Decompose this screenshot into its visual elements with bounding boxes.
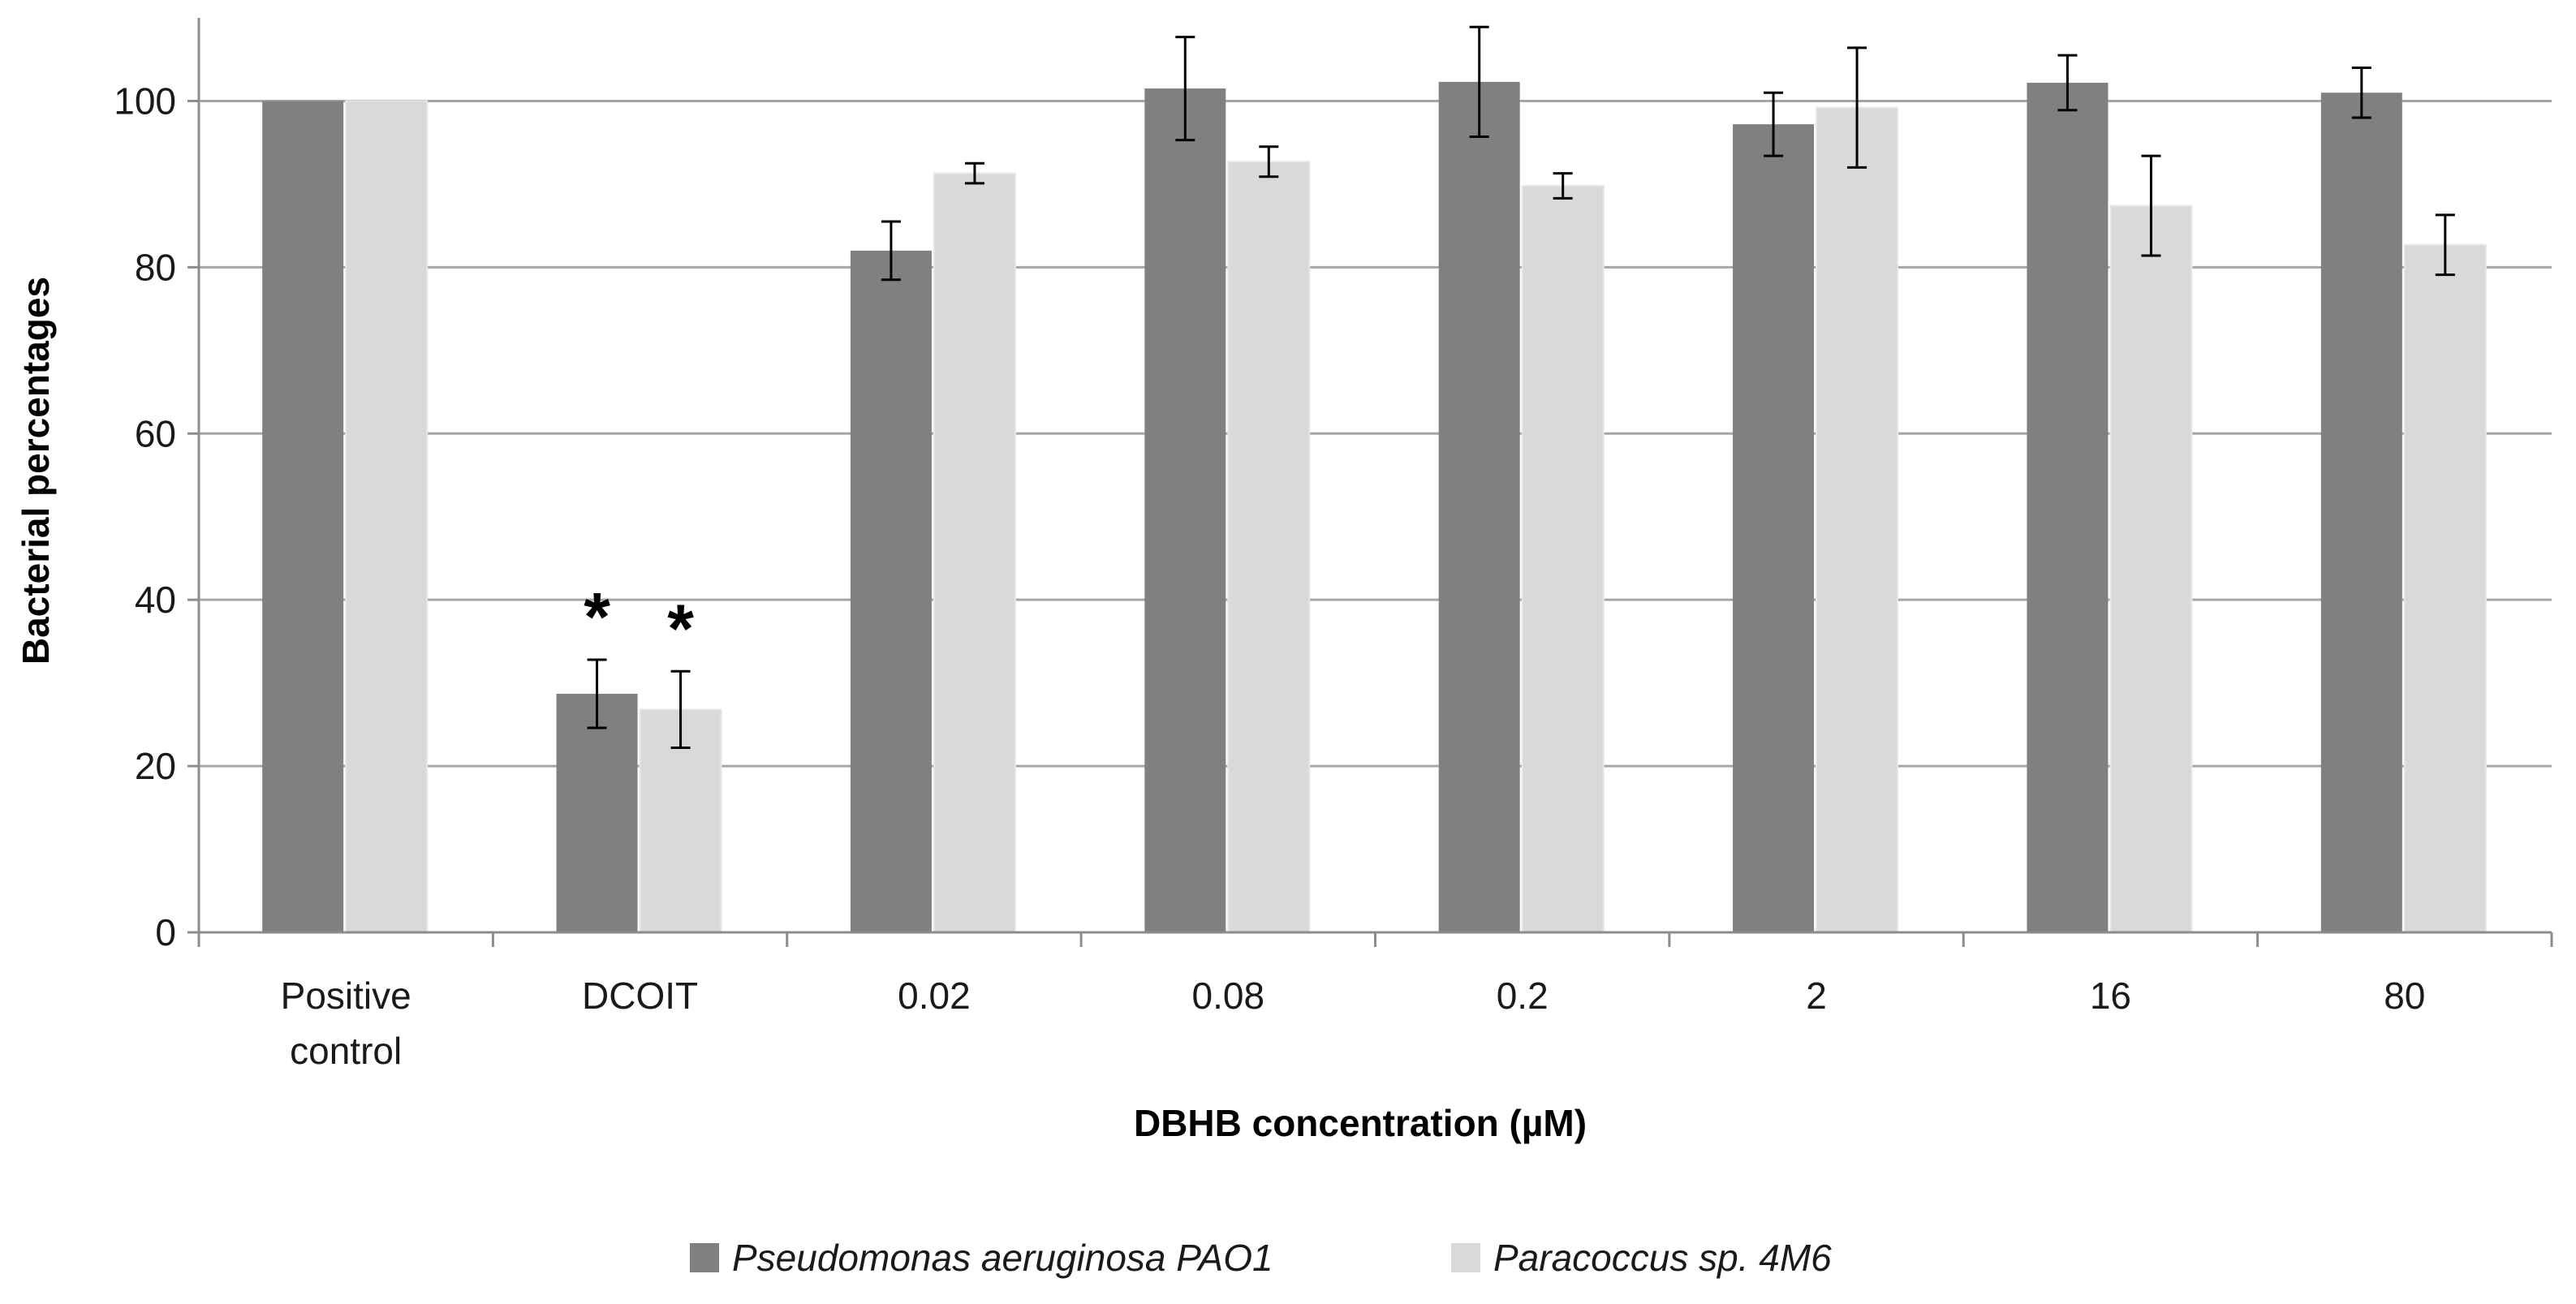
- bars: [262, 81, 2487, 934]
- y-tick-label-0: 0: [155, 911, 176, 953]
- bar-series1-cat3: [1227, 161, 1311, 934]
- bar-series1-cat5: [1816, 106, 1899, 934]
- bar-series0-cat6: [2027, 82, 2109, 932]
- bar-series1-cat7: [2403, 243, 2487, 933]
- x-tick-label-3: 0.08: [1192, 975, 1265, 1017]
- x-tick-label-4: 0.2: [1497, 975, 1549, 1017]
- bar-series1-cat2: [933, 172, 1016, 933]
- y-tick-label-100: 100: [114, 80, 176, 122]
- legend-label-pseudomonas: Pseudomonas aeruginosa PAO1: [732, 1237, 1273, 1279]
- x-tick-label-0-line-1: control: [290, 1030, 402, 1072]
- significance-annotations: * *: [584, 579, 694, 666]
- x-tick-label-2: 0.02: [898, 975, 971, 1017]
- significance-marker-series0-cat1: *: [584, 579, 610, 655]
- bar-series0-cat5: [1733, 124, 1815, 932]
- legend: Pseudomonas aeruginosa PAO1 Paracoccus s…: [690, 1237, 1832, 1279]
- x-axis-title: DBHB concentration (µM): [1134, 1102, 1587, 1144]
- bar-series0-cat3: [1144, 88, 1226, 932]
- bar-series0-cat0: [262, 101, 344, 932]
- gridlines: [199, 99, 2552, 768]
- y-tick-label-20: 20: [135, 745, 176, 787]
- y-tick-label-60: 60: [135, 412, 176, 454]
- y-axis-title: Bacterial percentages: [15, 277, 57, 665]
- x-tick-label-7: 80: [2384, 975, 2425, 1017]
- x-tick-label-6: 16: [2090, 975, 2131, 1017]
- x-tick-label-1: DCOIT: [582, 975, 698, 1017]
- x-tick-label-0-line-0: Positive: [281, 975, 411, 1017]
- legend-swatch-pseudomonas: [690, 1243, 719, 1272]
- bar-series0-cat4: [1438, 81, 1520, 932]
- x-tick-label-5: 2: [1806, 975, 1827, 1017]
- bar-series0-cat7: [2320, 93, 2402, 932]
- error-bars: [587, 25, 2455, 750]
- bar-series0-cat1: [556, 693, 638, 932]
- axes: [187, 18, 2553, 947]
- y-tick-label-40: 40: [135, 579, 176, 621]
- legend-swatch-paracoccus: [1451, 1243, 1480, 1272]
- y-tick-labels: 0 20 40 60 80 100: [114, 80, 176, 953]
- y-tick-label-80: 80: [135, 246, 176, 288]
- bar-series0-cat2: [850, 250, 932, 932]
- bar-series1-cat6: [2109, 204, 2193, 933]
- bar-series1-cat0: [345, 100, 429, 933]
- significance-marker-series1-cat1: *: [667, 590, 694, 666]
- legend-label-paracoccus: Paracoccus sp. 4M6: [1493, 1237, 1832, 1279]
- bar-series1-cat4: [1521, 184, 1605, 933]
- x-tick-labels: Positive control DCOIT 0.02 0.08 0.2 2 16 80: [281, 975, 2426, 1072]
